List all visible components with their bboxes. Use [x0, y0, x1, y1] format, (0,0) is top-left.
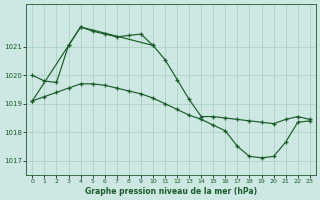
X-axis label: Graphe pression niveau de la mer (hPa): Graphe pression niveau de la mer (hPa) [85, 187, 257, 196]
